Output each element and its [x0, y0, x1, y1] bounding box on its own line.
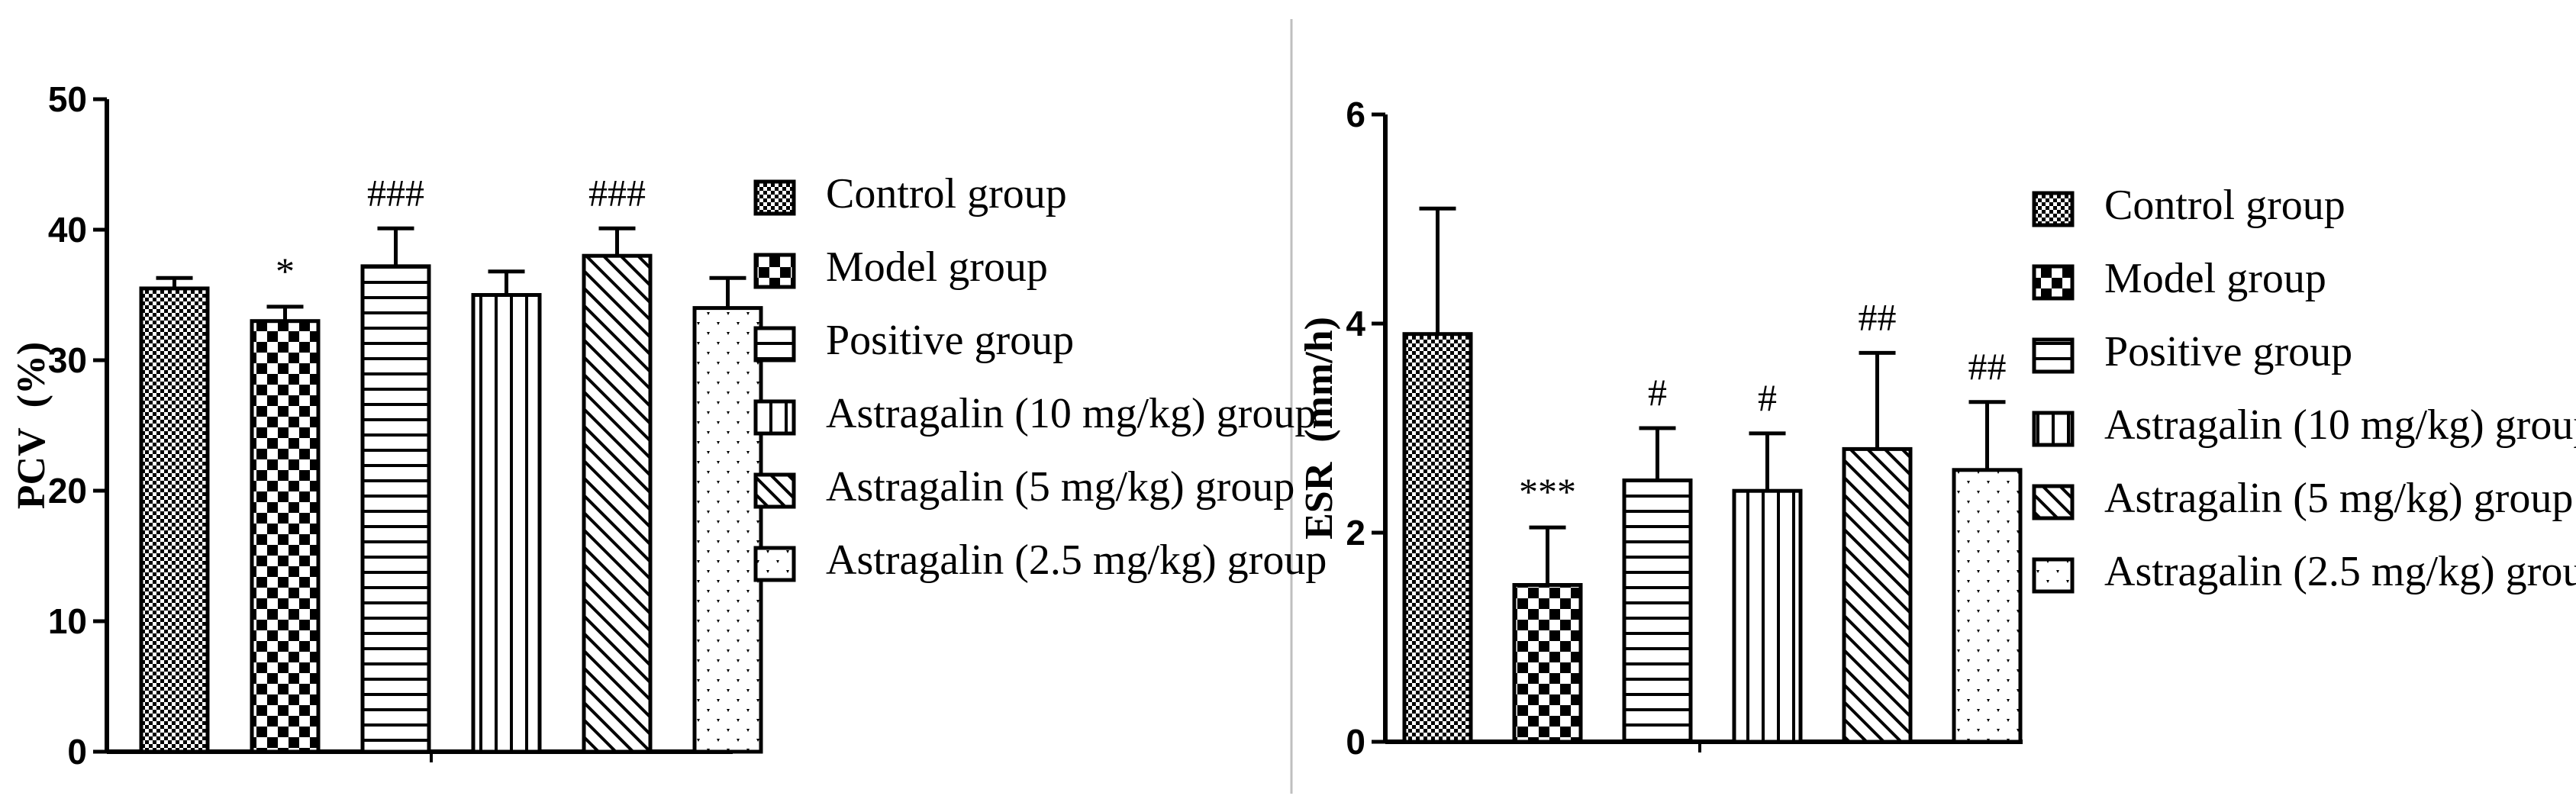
bar — [250, 319, 321, 754]
significance-label: ## — [1968, 345, 2007, 388]
legend-label: Astragalin (2.5 mg/kg) group — [2104, 548, 2576, 595]
legend-swatch — [2032, 484, 2075, 520]
significance-label: ## — [1859, 295, 1897, 338]
y-tick-label: 0 — [1346, 722, 1365, 762]
significance-label: # — [1648, 371, 1667, 414]
legend-swatch — [753, 179, 796, 216]
y-tick-label: 4 — [1346, 304, 1365, 343]
legend-swatch — [753, 253, 796, 289]
bar — [1622, 478, 1693, 744]
bar — [1842, 446, 1913, 744]
legend-label: Positive group — [2104, 328, 2352, 375]
legend-label: Astragalin (2.5 mg/kg) group — [826, 536, 1327, 584]
significance-label: ### — [588, 171, 646, 214]
legend-label: Model group — [826, 243, 1048, 291]
bar — [139, 286, 210, 754]
pcv-panel: 0 10 20 30 40 50 PCV (%) * ### ### Control group Mo… — [10, 79, 1327, 772]
legend-label: Model group — [2104, 255, 2326, 302]
y-tick-label: 6 — [1346, 95, 1365, 134]
legend-label: Astragalin (5 mg/kg) group — [826, 463, 1294, 511]
significance-label: *** — [1519, 470, 1576, 513]
legend-swatch — [753, 399, 796, 436]
bar — [1512, 583, 1583, 744]
bar — [360, 264, 431, 754]
significance-label: * — [276, 250, 295, 292]
y-tick-label: 2 — [1346, 513, 1365, 553]
bar — [582, 253, 653, 754]
y-tick-label: 40 — [48, 210, 87, 250]
legend-label: Astragalin (5 mg/kg) group — [2104, 475, 2573, 522]
legend-swatch — [753, 546, 796, 582]
y-tick-label: 50 — [48, 79, 87, 119]
y-tick-label: 10 — [48, 601, 87, 641]
y-axis-label: ESR (mm/h) — [1298, 317, 1341, 540]
legend-label: Astragalin (10 mg/kg) group — [2104, 401, 2576, 449]
y-tick-label: 20 — [48, 471, 87, 511]
bar — [1952, 468, 2023, 744]
legend-label: Astragalin (10 mg/kg) group — [826, 390, 1316, 437]
bar — [1732, 488, 1803, 744]
legend-swatch — [2032, 557, 2075, 594]
legend-label: Control group — [826, 170, 1067, 218]
legend-swatch — [753, 326, 796, 362]
legend-swatch — [2032, 337, 2075, 374]
legend-swatch — [2032, 264, 2075, 301]
legend-swatch — [2032, 411, 2075, 447]
y-axis-label: PCV (%) — [10, 342, 53, 510]
bar — [692, 306, 763, 754]
legend-swatch — [2032, 191, 2075, 227]
y-tick-label: 30 — [48, 340, 87, 380]
significance-label: # — [1758, 376, 1777, 419]
legend-label: Control group — [2104, 182, 2345, 229]
bar — [471, 293, 542, 754]
bar — [1402, 332, 1473, 744]
y-tick-label: 0 — [67, 732, 87, 772]
legend-label: Positive group — [826, 317, 1074, 364]
significance-label: ### — [367, 171, 424, 214]
legend-swatch — [753, 472, 796, 509]
